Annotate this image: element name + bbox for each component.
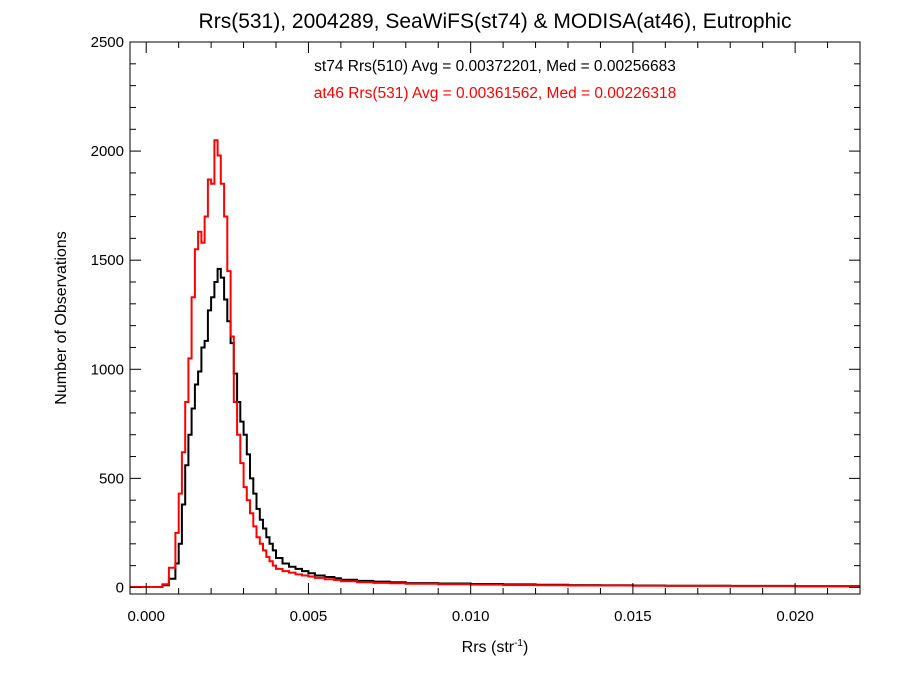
y-tick-label: 2000 [91, 143, 124, 160]
chart-title: Rrs(531), 2004289, SeaWiFS(st74) & MODIS… [199, 10, 792, 33]
x-tick-label: 0.015 [614, 608, 652, 625]
annotation-at46: at46 Rrs(531) Avg = 0.00361562, Med = 0.… [314, 85, 677, 102]
plot-frame [129, 41, 861, 595]
annotation-st74: st74 Rrs(510) Avg = 0.00372201, Med = 0.… [314, 58, 676, 75]
x-tick-label: 0.020 [776, 608, 814, 625]
x-tick-label: 0.010 [452, 608, 490, 625]
y-tick-label: 0 [116, 579, 124, 596]
x-tick-label: 0.000 [127, 608, 165, 625]
x-tick-label: 0.005 [290, 608, 328, 625]
y-tick-label: 500 [99, 470, 124, 487]
y-tick-label: 2500 [91, 34, 124, 51]
y-tick-label: 1500 [91, 252, 124, 269]
x-axis: 0.000 0.005 0.010 0.015 0.020 [127, 42, 861, 625]
y-tick-label: 1000 [91, 361, 124, 378]
series-layer [130, 139, 860, 588]
x-axis-label: Rrs (str-1) [462, 638, 529, 656]
y-axis-label: Number of Observations [53, 231, 70, 404]
series-line-1 [130, 139, 860, 588]
y-axis: 0 500 1000 1500 2000 2500 [91, 34, 860, 596]
series-line-0 [130, 267, 860, 588]
